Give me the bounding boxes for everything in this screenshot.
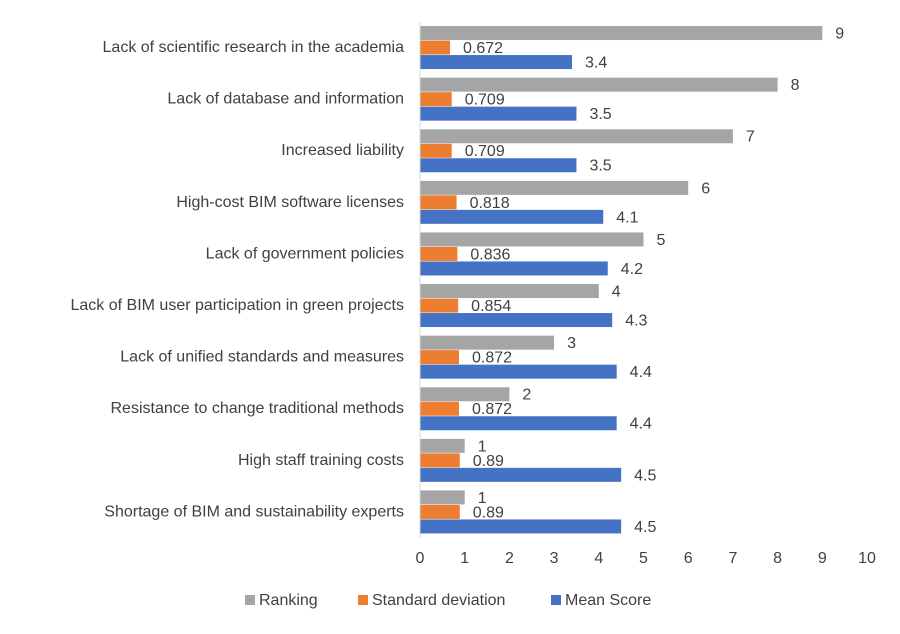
data-label: 3.4 [585,55,607,72]
data-label: 0.818 [470,195,510,212]
data-label: 8 [791,77,800,94]
bar-ranking [420,77,778,92]
legend-swatch [358,595,368,605]
bar-mean-score [420,519,622,534]
bar-standard-deviation [420,401,459,416]
axis-layer: 0 1 2 3 4 5 6 7 8 9 10 [416,22,876,567]
data-label: 4.5 [634,519,656,536]
bars-layer [420,26,823,534]
data-label: 4.1 [616,209,638,226]
bar-ranking [420,490,465,505]
data-label: 0.672 [463,40,503,57]
bar-mean-score [420,416,617,431]
bar-mean-score [420,313,613,328]
data-label: 3.5 [589,158,611,175]
x-tick-label: 7 [728,550,737,567]
bar-standard-deviation [420,453,460,468]
data-label: 4.4 [630,416,652,433]
data-label: 3.5 [589,106,611,123]
x-tick-label: 8 [773,550,782,567]
x-tick-label: 1 [460,550,469,567]
bar-ranking [420,26,823,41]
bar-standard-deviation [420,92,452,107]
category-label: Resistance to change traditional methods [110,400,404,417]
category-label: Lack of government policies [206,245,404,262]
bar-ranking [420,335,555,350]
bar-standard-deviation [420,143,452,158]
bar-mean-score [420,209,604,224]
data-label: 6 [701,180,710,197]
x-tick-label: 3 [550,550,559,567]
bar-ranking [420,387,510,402]
data-label: 5 [657,232,666,249]
bar-mean-score [420,261,608,276]
bar-mean-score [420,364,617,379]
data-label: 0.872 [472,401,512,418]
category-label: Shortage of BIM and sustainability exper… [104,503,404,520]
data-label: 9 [835,26,844,43]
bar-standard-deviation [420,195,457,210]
bar-standard-deviation [420,298,459,313]
bar-ranking [420,232,644,247]
data-label: 4.4 [630,364,652,381]
data-label: 4.3 [625,313,647,330]
bar-standard-deviation [420,40,451,55]
x-tick-label: 10 [858,550,876,567]
bar-ranking [420,180,689,195]
category-label: High-cost BIM software licenses [176,194,404,211]
data-label: 0.872 [472,350,512,367]
data-label: 4.2 [621,261,643,278]
data-label: 7 [746,129,755,146]
category-labels-layer: Lack of scientific research in the acade… [71,39,405,520]
data-label: 0.89 [473,504,504,521]
x-tick-label: 0 [416,550,425,567]
data-label: 4 [612,284,621,301]
x-tick-label: 6 [684,550,693,567]
data-label: 0.854 [471,298,511,315]
bar-ranking [420,284,599,299]
data-label: 0.89 [473,453,504,470]
x-tick-label: 4 [594,550,603,567]
category-label: Lack of database and information [167,91,404,108]
x-tick-label: 5 [639,550,648,567]
bar-mean-score [420,158,577,173]
bar-mean-score [420,55,572,70]
data-label: 2 [522,387,531,404]
legend-swatch [245,595,255,605]
legend-label: Mean Score [565,592,651,609]
bar-ranking [420,129,733,144]
data-label: 0.836 [470,246,510,263]
bar-standard-deviation [420,504,460,519]
data-label: 1 [478,490,487,507]
legend-label: Standard deviation [372,592,505,609]
category-label: Lack of scientific research in the acade… [103,39,405,56]
category-label: Lack of BIM user participation in green … [71,297,405,314]
category-label: Increased liability [281,142,404,159]
category-label: High staff training costs [238,452,404,469]
legend: Ranking Standard deviation Mean Score [245,592,651,609]
bar-ranking [420,438,465,453]
x-tick-label: 9 [818,550,827,567]
legend-label: Ranking [259,592,318,609]
bar-mean-score [420,106,577,121]
data-labels-layer: 9 0.672 3.4 8 0.709 3.5 7 0.709 3.5 6 0.818 4.1 5 0.8… [463,26,844,536]
bar-standard-deviation [420,350,459,365]
bar-standard-deviation [420,246,458,261]
x-tick-label: 2 [505,550,514,567]
bar-mean-score [420,467,622,482]
data-label: 1 [478,438,487,455]
legend-swatch [551,595,561,605]
data-label: 0.709 [465,92,505,109]
data-label: 3 [567,335,576,352]
data-label: 4.5 [634,467,656,484]
data-label: 0.709 [465,143,505,160]
category-label: Lack of unified standards and measures [120,349,404,366]
